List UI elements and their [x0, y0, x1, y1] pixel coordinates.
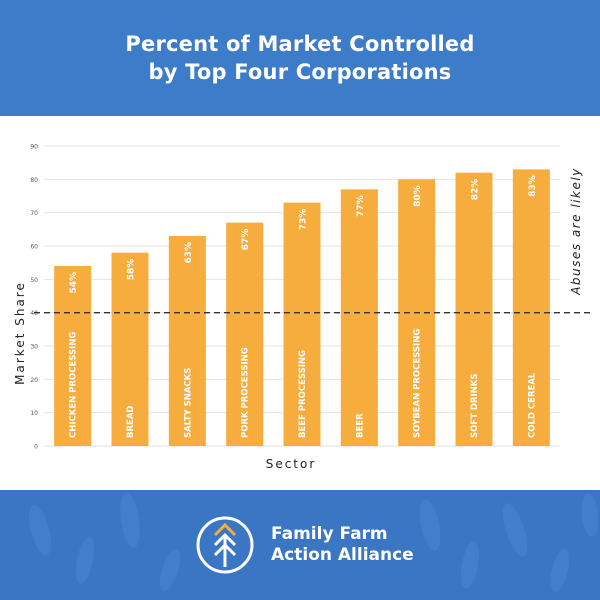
y-tick-label: 60 — [30, 244, 38, 251]
data-label: 54% — [69, 272, 79, 294]
category-label: BEER — [355, 413, 365, 438]
y-tick-label: 70 — [30, 210, 38, 217]
bar — [283, 202, 321, 446]
bar-chart: 0 10 20 30 40 50 60 70 80 90 54% CHICKEN PROCESSING… — [13, 144, 590, 471]
category-label: PORK PROCESSING — [241, 347, 251, 438]
y-axis-label: Market Share — [13, 281, 27, 385]
bar — [340, 189, 378, 446]
wheat-arrow-logo-icon — [196, 516, 254, 574]
category-label: SOYBEAN PROCESSING — [413, 329, 423, 438]
y-tick-label: 10 — [30, 410, 38, 417]
chart-title-line-2: by Top Four Corporations — [148, 60, 452, 84]
data-label: 82% — [471, 179, 481, 201]
category-label: BEEF PROCESSING — [298, 350, 308, 438]
category-label: BREAD — [126, 406, 136, 438]
data-label: 77% — [356, 195, 366, 217]
bar — [226, 222, 264, 446]
labels: 0 10 20 30 40 50 60 70 80 90 54% CHICKEN PROCESSING… — [30, 144, 590, 451]
brand-lockup: Family Farm Action Alliance — [195, 512, 414, 578]
bar — [455, 172, 493, 446]
brand-name-line-1: Family Farm — [271, 524, 388, 544]
y-tick-label: 90 — [30, 144, 38, 151]
category-label: COLD CEREAL — [527, 372, 537, 438]
bar — [512, 169, 550, 447]
y-tick-label: 20 — [30, 377, 38, 384]
data-label: 67% — [241, 229, 251, 251]
category-label: CHICKEN PROCESSING — [69, 332, 79, 438]
y-tick-label: 40 — [30, 310, 38, 317]
chart-title-banner: Percent of Market Controlled by Top Four… — [0, 0, 600, 116]
bar — [54, 266, 92, 446]
data-label: 83% — [528, 175, 538, 197]
data-label: 58% — [127, 259, 137, 281]
chart-area: 0 10 20 30 40 50 60 70 80 90 54% CHICKEN PROCESSING… — [0, 116, 600, 490]
brand-name: Family Farm Action Alliance — [271, 524, 414, 566]
bar — [111, 252, 149, 446]
x-axis-label: Sector — [266, 457, 317, 471]
data-label: 63% — [184, 242, 194, 264]
y-tick-label: 50 — [30, 277, 38, 284]
category-label: SALTY SNACKS — [183, 368, 193, 438]
wheat-texture — [29, 492, 599, 592]
footer-banner: Family Farm Action Alliance — [0, 490, 600, 600]
category-label: SOFT DRINKS — [470, 374, 480, 439]
data-label: 80% — [413, 185, 423, 207]
y-tick-label: 0 — [34, 444, 38, 451]
brand-name-line-2: Action Alliance — [271, 545, 414, 565]
bar — [168, 236, 206, 446]
y-tick-label: 80 — [30, 177, 38, 184]
chart-title-line-1: Percent of Market Controlled — [125, 32, 475, 56]
y-tick-label: 30 — [30, 344, 38, 351]
data-label: 73% — [299, 209, 309, 231]
threshold-label: Abuses are likely — [569, 167, 583, 296]
